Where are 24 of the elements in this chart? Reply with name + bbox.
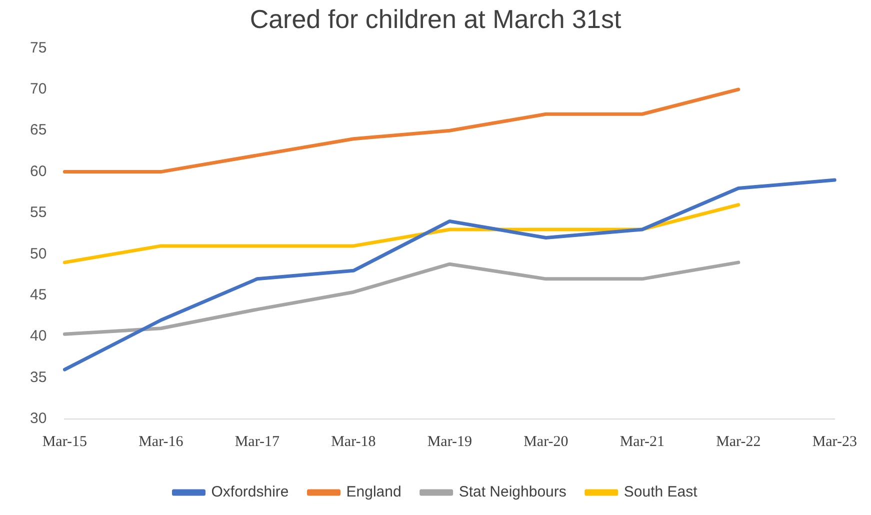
y-tick-label: 60 xyxy=(30,162,47,180)
x-tick-label: Mar-19 xyxy=(427,434,472,450)
y-tick-label: 35 xyxy=(30,368,47,386)
legend-label: Stat Neighbours xyxy=(458,484,566,501)
x-tick-label: Mar-20 xyxy=(524,434,568,450)
x-tick-label: Mar-21 xyxy=(620,434,665,450)
y-tick-label: 75 xyxy=(30,39,47,56)
x-tick-label: Mar-16 xyxy=(138,434,184,450)
y-tick-label: 55 xyxy=(30,204,47,222)
y-tick-label: 65 xyxy=(30,122,47,139)
x-tick-label: Mar-18 xyxy=(331,434,376,450)
y-tick-label: 40 xyxy=(30,328,47,345)
y-tick-label: 45 xyxy=(30,286,47,304)
x-tick-label: Mar-15 xyxy=(42,434,88,450)
legend-label: England xyxy=(346,484,402,501)
y-tick-label: 50 xyxy=(30,245,47,262)
x-tick-label: Mar-23 xyxy=(812,434,857,450)
legend-label: South East xyxy=(624,484,698,501)
chart-title: Cared for children at March 31st xyxy=(250,4,622,34)
y-tick-label: 30 xyxy=(30,410,47,428)
x-tick-label: Mar-17 xyxy=(234,434,280,450)
y-tick-label: 70 xyxy=(30,80,47,98)
legend-label: Oxfordshire xyxy=(211,484,289,501)
x-tick-label: Mar-22 xyxy=(716,434,761,450)
